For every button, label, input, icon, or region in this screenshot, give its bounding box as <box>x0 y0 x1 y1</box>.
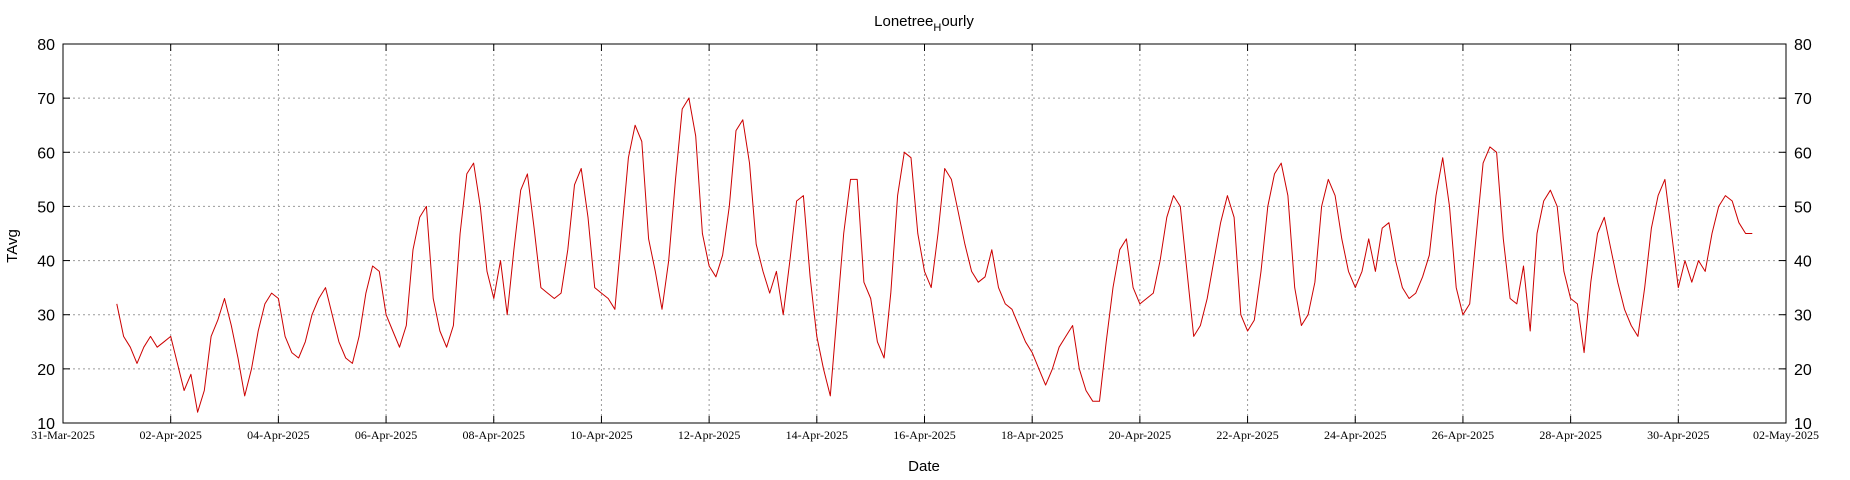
y-tick-label: 10 <box>37 416 55 433</box>
chart-title-main: Lonetree <box>874 13 933 30</box>
y-tick-label: 50 <box>37 199 55 216</box>
x-tick-label: 26-Apr-2025 <box>1432 428 1494 442</box>
x-tick-label: 31-Mar-2025 <box>31 428 95 442</box>
chart-title-suffix: ourly <box>941 13 974 30</box>
y-tick-label-right: 10 <box>1794 416 1812 433</box>
y-tick-label: 70 <box>37 91 55 108</box>
y-tick-label-right: 80 <box>1794 37 1812 54</box>
y-tick-label: 60 <box>37 145 55 162</box>
series-line-tavg <box>116 97 1753 413</box>
plot-frame <box>62 43 1787 424</box>
x-tick-labels: 31-Mar-2025 02-Apr-2025 04-Apr-2025 06-Apr-… <box>31 428 1819 442</box>
y-tick-labels-right: 10 20 30 40 50 60 70 80 <box>1794 37 1812 433</box>
chart-title-subscript: H <box>933 22 941 34</box>
x-tick-label: 20-Apr-2025 <box>1109 428 1171 442</box>
x-tick-label: 02-May-2025 <box>1753 428 1819 442</box>
data-series <box>116 97 1753 413</box>
y-tick-labels-left: 10 20 30 40 50 60 70 80 <box>37 37 55 433</box>
y-tick-label: 30 <box>37 308 55 325</box>
x-tick-label: 18-Apr-2025 <box>1001 428 1063 442</box>
y-tick-label-right: 30 <box>1794 308 1812 325</box>
y-tick-label-right: 60 <box>1794 145 1812 162</box>
y-tick-label-right: 70 <box>1794 91 1812 108</box>
chart-title: LonetreeHourly <box>874 13 974 34</box>
x-tick-label: 08-Apr-2025 <box>463 428 525 442</box>
y-tick-label-right: 40 <box>1794 254 1812 271</box>
x-axis-label: Date <box>908 458 940 475</box>
y-tick-label: 80 <box>37 37 55 54</box>
y-tick-label: 20 <box>37 362 55 379</box>
x-tick-label: 30-Apr-2025 <box>1647 428 1709 442</box>
x-tick-label: 16-Apr-2025 <box>893 428 955 442</box>
x-tick-label: 12-Apr-2025 <box>678 428 740 442</box>
y-axis-label: TAvg <box>4 229 21 263</box>
x-tick-label: 28-Apr-2025 <box>1539 428 1601 442</box>
x-tick-label: 06-Apr-2025 <box>355 428 417 442</box>
x-tick-label: 10-Apr-2025 <box>570 428 632 442</box>
x-tick-label: 24-Apr-2025 <box>1324 428 1386 442</box>
grid-lines <box>63 44 1786 423</box>
y-tick-label-right: 50 <box>1794 199 1812 216</box>
y-tick-label-right: 20 <box>1794 362 1812 379</box>
x-tick-label: 02-Apr-2025 <box>139 428 201 442</box>
y-tick-label: 40 <box>37 254 55 271</box>
x-tick-label: 04-Apr-2025 <box>247 428 309 442</box>
x-tick-label: 22-Apr-2025 <box>1216 428 1278 442</box>
x-tick-label: 14-Apr-2025 <box>786 428 848 442</box>
